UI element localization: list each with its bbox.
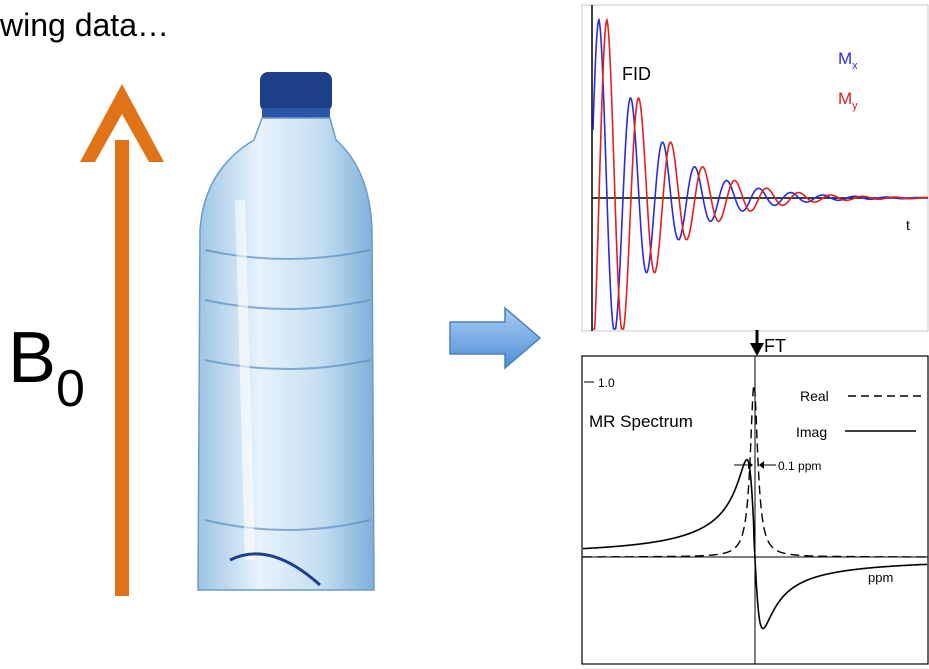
field-main: B	[8, 318, 56, 398]
legend-real: Real	[800, 388, 829, 404]
slide: wing data… B0 FID Mx My t FT	[0, 0, 929, 669]
spectrum-title: MR Spectrum	[589, 412, 693, 431]
water-bottle	[198, 72, 374, 590]
field-arrow	[80, 84, 164, 596]
fid-title: FID	[622, 64, 651, 84]
fid-panel	[582, 5, 928, 331]
ft-arrow	[750, 330, 764, 356]
fid-frame	[582, 5, 928, 331]
spectrum-panel	[582, 356, 928, 664]
field-sub: 0	[56, 360, 85, 418]
process-arrow	[450, 308, 540, 368]
field-label: B0	[8, 318, 85, 418]
legend-mx-sub: x	[852, 60, 858, 72]
legend-my-sub: y	[852, 100, 858, 112]
legend-mx-main: M	[838, 49, 852, 68]
header-text: wing data…	[0, 7, 169, 43]
fid-axis-label: t	[906, 217, 910, 233]
page: {"header": {"text": "wing data…"}, "fiel…	[0, 0, 929, 669]
legend-my-main: M	[838, 89, 852, 108]
spectrum-axis-label: ppm	[868, 570, 893, 585]
legend-imag: Imag	[796, 424, 827, 440]
ft-label: FT	[764, 336, 786, 356]
linewidth-label: 0.1 ppm	[778, 459, 821, 473]
scale-label: 1.0	[598, 376, 615, 390]
